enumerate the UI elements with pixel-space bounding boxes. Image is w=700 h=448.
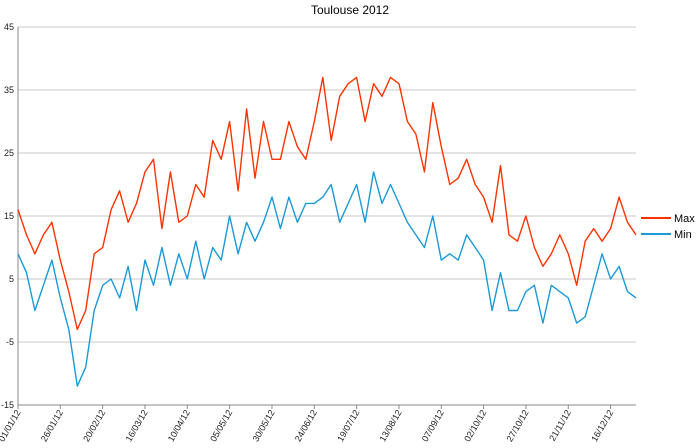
x-tick-label: 16/03/12 [124,408,150,443]
x-tick-label: 10/04/12 [166,408,192,443]
y-axis-ticks: -15 -5 5 15 25 35 45 [1,22,14,410]
x-tick-label: 07/09/12 [420,408,446,443]
y-tick-label: -5 [6,337,14,347]
x-axis-ticks: 01/01/12 26/01/12 20/02/12 16/03/12 10/04/12… [0,405,615,443]
x-tick-label: 27/10/12 [504,408,530,443]
series-line-min [17,171,637,387]
y-tick-label: 25 [4,148,14,158]
gridlines [18,26,636,406]
y-tick-label: -15 [1,400,14,410]
y-tick-label: 45 [4,22,14,32]
x-tick-label: 30/05/12 [251,408,277,443]
x-tick-label: 05/05/12 [208,408,234,443]
x-tick-label: 02/10/12 [462,408,488,443]
x-tick-label: 16/12/12 [589,408,615,443]
x-tick-label: 20/02/12 [81,408,107,443]
x-tick-label: 24/06/12 [293,408,319,443]
series-lines [17,76,637,387]
series-line-max [17,76,637,331]
y-tick-label: 5 [9,274,14,284]
legend-label-max: Max [674,213,695,225]
x-tick-label: 01/01/12 [0,408,23,443]
x-tick-label: 26/01/12 [39,408,65,443]
legend-label-min: Min [674,229,692,241]
legend: Max Min [641,213,695,241]
x-tick-label: 13/08/12 [378,408,404,443]
x-tick-label: 21/11/12 [547,408,573,443]
y-tick-label: 15 [4,211,14,221]
chart-title: Toulouse 2012 [311,3,389,17]
x-tick-label: 19/07/12 [335,408,361,443]
y-tick-label: 35 [4,85,14,95]
